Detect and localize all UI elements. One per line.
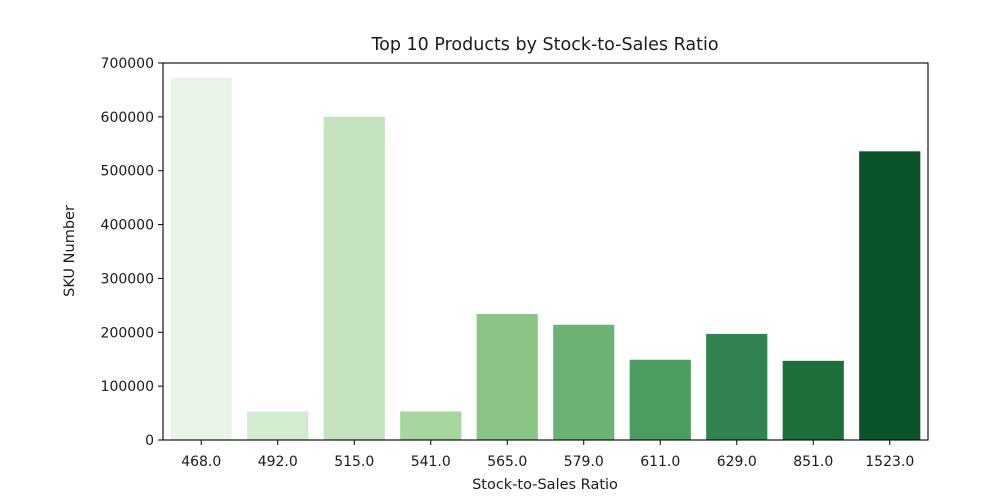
chart-title: Top 10 Products by Stock-to-Sales Ratio xyxy=(370,35,718,55)
bar-492.0 xyxy=(247,411,309,440)
x-tick-label: 851.0 xyxy=(793,454,833,470)
bar-851.0 xyxy=(782,360,844,440)
x-axis: 468.0 492.0 515.0 541.0 565.0 579.0 611.0 629.0… xyxy=(181,440,914,470)
bar-611.0 xyxy=(629,359,691,440)
bar-629.0 xyxy=(706,333,768,440)
x-tick-label: 541.0 xyxy=(411,454,451,470)
y-tick-label: 100000 xyxy=(101,379,154,395)
y-tick-label: 700000 xyxy=(101,56,154,72)
bar-579.0 xyxy=(553,324,615,440)
x-axis-label: Stock-to-Sales Ratio xyxy=(472,477,618,493)
bar-565.0 xyxy=(476,313,538,440)
x-tick-label: 565.0 xyxy=(487,454,527,470)
y-tick-label: 0 xyxy=(145,433,154,449)
y-tick-label: 200000 xyxy=(101,325,154,341)
bar-1523.0 xyxy=(859,151,921,440)
x-tick-label: 629.0 xyxy=(717,454,757,470)
x-tick-label: 515.0 xyxy=(334,454,374,470)
x-tick-label: 579.0 xyxy=(564,454,604,470)
bar-541.0 xyxy=(400,411,462,440)
bar-468.0 xyxy=(170,77,232,440)
x-tick-label: 1523.0 xyxy=(865,454,914,470)
bar-515.0 xyxy=(323,116,385,440)
y-tick-label: 500000 xyxy=(101,164,154,180)
x-tick-label: 492.0 xyxy=(258,454,298,470)
y-tick-label: 600000 xyxy=(101,110,154,126)
x-tick-label: 468.0 xyxy=(181,454,221,470)
y-axis: 0 100000 200000 300000 400000 500000 600000 700… xyxy=(101,56,163,449)
y-tick-label: 300000 xyxy=(101,271,154,287)
x-tick-label: 611.0 xyxy=(640,454,680,470)
bars-group xyxy=(170,77,921,440)
y-tick-label: 400000 xyxy=(101,218,154,234)
y-axis-label: SKU Number xyxy=(62,205,78,297)
plot-frame xyxy=(162,62,929,441)
